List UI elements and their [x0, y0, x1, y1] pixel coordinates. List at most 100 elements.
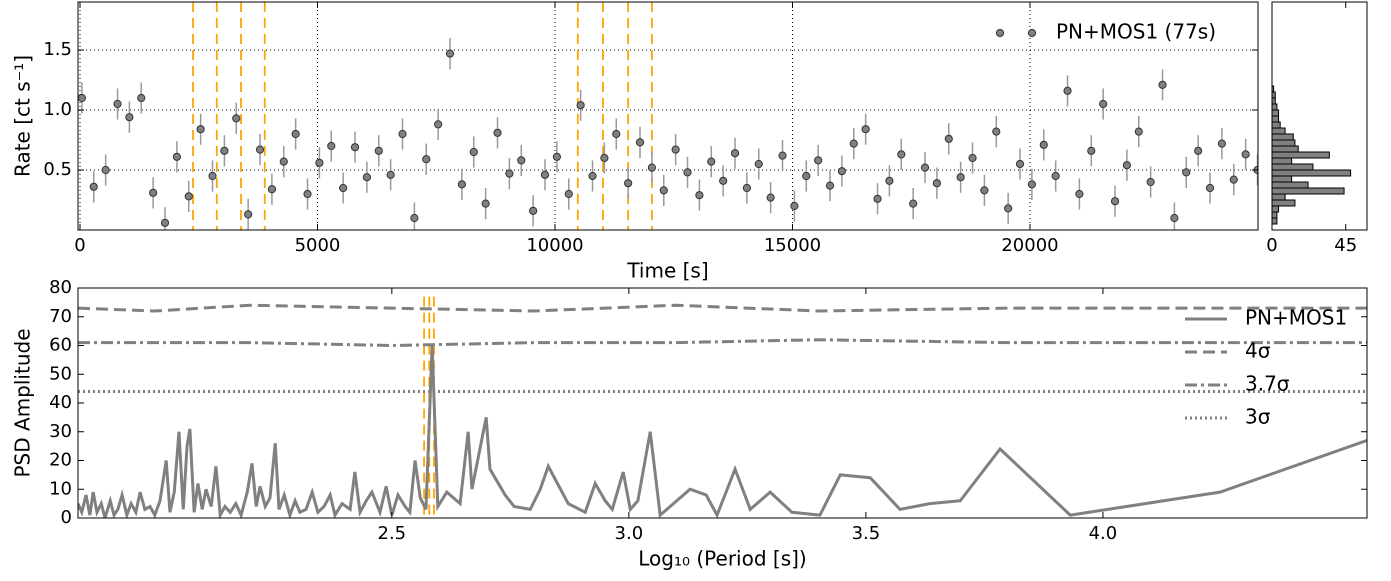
x-axis-label: Time [s] — [626, 259, 708, 283]
data-point — [1229, 175, 1238, 184]
x-tick-label: 45 — [1334, 235, 1357, 256]
data-point — [220, 146, 229, 155]
bar — [1271, 193, 1286, 201]
data-point — [778, 151, 787, 160]
data-point — [303, 189, 312, 199]
data-point — [968, 153, 977, 163]
data-point — [327, 141, 336, 151]
bar — [1271, 133, 1294, 141]
legend-label: 3σ — [1245, 405, 1271, 429]
data-point — [125, 113, 134, 122]
legend-marker — [1027, 28, 1037, 38]
data-point — [1217, 139, 1226, 148]
data-point — [1182, 168, 1191, 177]
bar — [1271, 175, 1293, 183]
bar — [1271, 115, 1280, 123]
bar — [1271, 109, 1280, 117]
data-point — [422, 155, 431, 164]
y-tick-label: 70 — [49, 306, 72, 327]
legend-label: PN+MOS1 (77s) — [1056, 20, 1216, 44]
line-series — [78, 303, 1367, 313]
y-tick-label: 0 — [61, 507, 72, 528]
x-tick-label: 15000 — [764, 235, 821, 256]
data-point — [113, 99, 122, 109]
data-point — [1158, 80, 1167, 89]
x-tick-label: 3.0 — [615, 523, 644, 544]
data-point — [137, 93, 146, 103]
data-point — [1170, 213, 1179, 223]
data-point — [766, 193, 775, 202]
data-point — [315, 158, 324, 167]
bar — [1271, 127, 1286, 135]
y-tick-label: 40 — [49, 392, 72, 413]
data-point — [279, 157, 288, 166]
data-point — [647, 163, 656, 172]
x-tick-label: 20000 — [1001, 235, 1058, 256]
data-point — [149, 188, 158, 197]
line-series — [78, 338, 1367, 348]
data-point — [873, 194, 882, 203]
data-point — [600, 153, 609, 163]
data-point — [837, 167, 846, 176]
bar — [1271, 151, 1330, 159]
data-point — [232, 114, 241, 123]
y-tick-label: 1.5 — [43, 39, 72, 60]
x-tick-label: 0 — [74, 235, 85, 256]
y-axis-label: PSD Amplitude — [11, 328, 35, 477]
data-point — [505, 169, 514, 178]
legend-label: PN+MOS1 — [1245, 306, 1347, 330]
y-tick-label: 60 — [49, 335, 72, 356]
bar — [1271, 103, 1278, 111]
data-point — [1004, 204, 1013, 213]
axes-frame — [77, 287, 1368, 519]
bar — [1271, 217, 1278, 225]
data-point — [172, 152, 181, 161]
bar — [1271, 205, 1280, 213]
x-tick-label: 4.0 — [1089, 523, 1118, 544]
data-point — [410, 213, 419, 223]
data-point — [671, 145, 680, 154]
data-point — [267, 185, 276, 194]
y-tick-label: 20 — [49, 450, 72, 471]
data-point — [244, 210, 253, 219]
data-point — [493, 128, 502, 137]
y-tick-label: 0.5 — [43, 159, 72, 180]
data-point — [1099, 99, 1108, 109]
bar — [1271, 199, 1296, 207]
data-point — [339, 183, 348, 193]
legend-marker — [995, 28, 1005, 38]
data-point — [635, 138, 645, 147]
line-series — [78, 345, 1367, 518]
data-point — [1027, 180, 1036, 189]
data-point — [576, 101, 585, 110]
data-point — [517, 156, 526, 165]
data-point — [445, 49, 455, 58]
data-point — [624, 179, 633, 188]
data-point — [1039, 140, 1048, 149]
data-point — [861, 125, 870, 134]
data-point — [992, 127, 1001, 136]
data-point — [956, 173, 965, 182]
x-tick-label: 3.5 — [852, 523, 881, 544]
bar — [1271, 121, 1281, 129]
y-tick-label: 50 — [49, 363, 72, 384]
data-point — [1122, 161, 1131, 170]
data-point — [386, 170, 395, 179]
data-point — [350, 143, 360, 152]
data-point — [909, 199, 918, 208]
axes-frame — [77, 1, 1259, 231]
data-point — [374, 146, 383, 155]
data-point — [885, 176, 894, 185]
data-point — [802, 171, 811, 181]
data-point — [481, 199, 490, 208]
data-point — [683, 168, 692, 177]
data-point — [1063, 86, 1072, 95]
data-point — [78, 93, 86, 103]
data-point — [897, 150, 906, 159]
plot-area — [78, 296, 1367, 518]
data-point — [552, 152, 561, 161]
bar — [1271, 139, 1296, 147]
data-point — [540, 170, 550, 179]
bar — [1271, 145, 1299, 153]
